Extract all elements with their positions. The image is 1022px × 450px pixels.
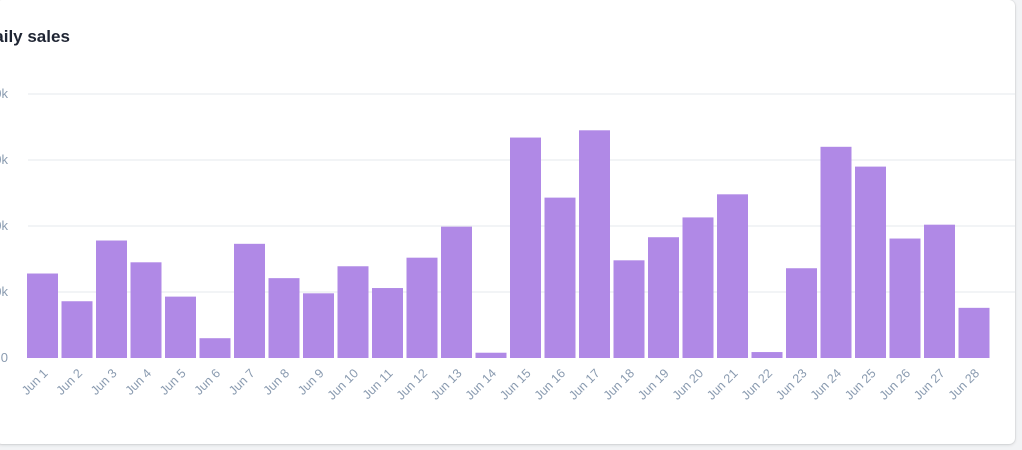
x-axis-ticks: Jun 1 Jun 2 Jun 3 Jun 4 Jun 5 Jun 6 Jun 7 Jun 8…: [19, 366, 982, 402]
bar[interactable]: [268, 278, 300, 358]
x-tick-label: Jun 6: [192, 366, 224, 398]
bar[interactable]: [544, 197, 576, 358]
bar[interactable]: [406, 257, 438, 358]
bar[interactable]: [682, 217, 714, 358]
bars: [27, 130, 990, 358]
bar[interactable]: [441, 226, 472, 358]
bar[interactable]: [27, 273, 58, 358]
bar[interactable]: [165, 296, 196, 358]
y-tick-label: 20k: [0, 218, 8, 233]
bar[interactable]: [199, 338, 231, 358]
x-tick-label: Jun 8: [261, 366, 293, 398]
x-tick-label: Jun 27: [911, 366, 947, 402]
bar[interactable]: [372, 288, 403, 358]
x-tick-label: Jun 28: [946, 366, 982, 402]
bar[interactable]: [96, 240, 127, 358]
x-tick-label: Jun 20: [670, 366, 706, 402]
x-tick-label: Jun 10: [325, 366, 361, 402]
x-tick-label: Jun 14: [463, 366, 499, 402]
x-tick-label: Jun 16: [532, 366, 568, 402]
x-tick-label: Jun 22: [739, 366, 775, 402]
x-tick-label: Jun 23: [773, 366, 809, 402]
y-tick-label: 10k: [0, 284, 8, 299]
bar[interactable]: [613, 260, 645, 358]
x-tick-label: Jun 1: [19, 366, 51, 398]
x-tick-label: Jun 3: [88, 366, 120, 398]
x-tick-label: Jun 4: [123, 366, 155, 398]
bar[interactable]: [510, 137, 541, 358]
bar[interactable]: [751, 352, 783, 358]
y-tick-label: 30k: [0, 152, 8, 167]
x-tick-label: Jun 9: [295, 366, 327, 398]
bar[interactable]: [130, 262, 162, 358]
bar[interactable]: [889, 238, 921, 358]
x-tick-label: Jun 12: [394, 366, 430, 402]
x-tick-label: Jun 21: [704, 366, 740, 402]
y-axis-ticks: 0 10k 20k 30k 40k: [0, 86, 8, 365]
bar[interactable]: [924, 224, 955, 358]
x-tick-label: Jun 11: [360, 366, 396, 402]
bar[interactable]: [579, 130, 610, 358]
bar[interactable]: [61, 301, 93, 358]
x-tick-label: Jun 2: [54, 366, 86, 398]
x-tick-label: Jun 5: [157, 366, 189, 398]
y-tick-label: 0: [1, 350, 8, 365]
x-tick-label: Jun 13: [428, 366, 464, 402]
x-tick-label: Jun 15: [497, 366, 533, 402]
bar[interactable]: [475, 352, 507, 358]
bar[interactable]: [717, 194, 748, 358]
y-tick-label: 40k: [0, 86, 8, 101]
bar[interactable]: [337, 266, 369, 358]
x-tick-label: Jun 7: [226, 366, 258, 398]
x-tick-label: Jun 24: [808, 366, 844, 402]
x-tick-label: Jun 19: [635, 366, 671, 402]
x-tick-label: Jun 18: [601, 366, 637, 402]
bar[interactable]: [820, 146, 852, 358]
x-tick-label: Jun 17: [566, 366, 602, 402]
x-tick-label: Jun 25: [842, 366, 878, 402]
chart-title: Daily sales: [0, 27, 70, 46]
bar[interactable]: [303, 293, 334, 358]
x-tick-label: Jun 26: [877, 366, 913, 402]
bar[interactable]: [786, 268, 817, 358]
bar[interactable]: [855, 166, 886, 358]
bar[interactable]: [234, 243, 265, 358]
bar[interactable]: [958, 307, 990, 358]
bar[interactable]: [648, 237, 679, 358]
